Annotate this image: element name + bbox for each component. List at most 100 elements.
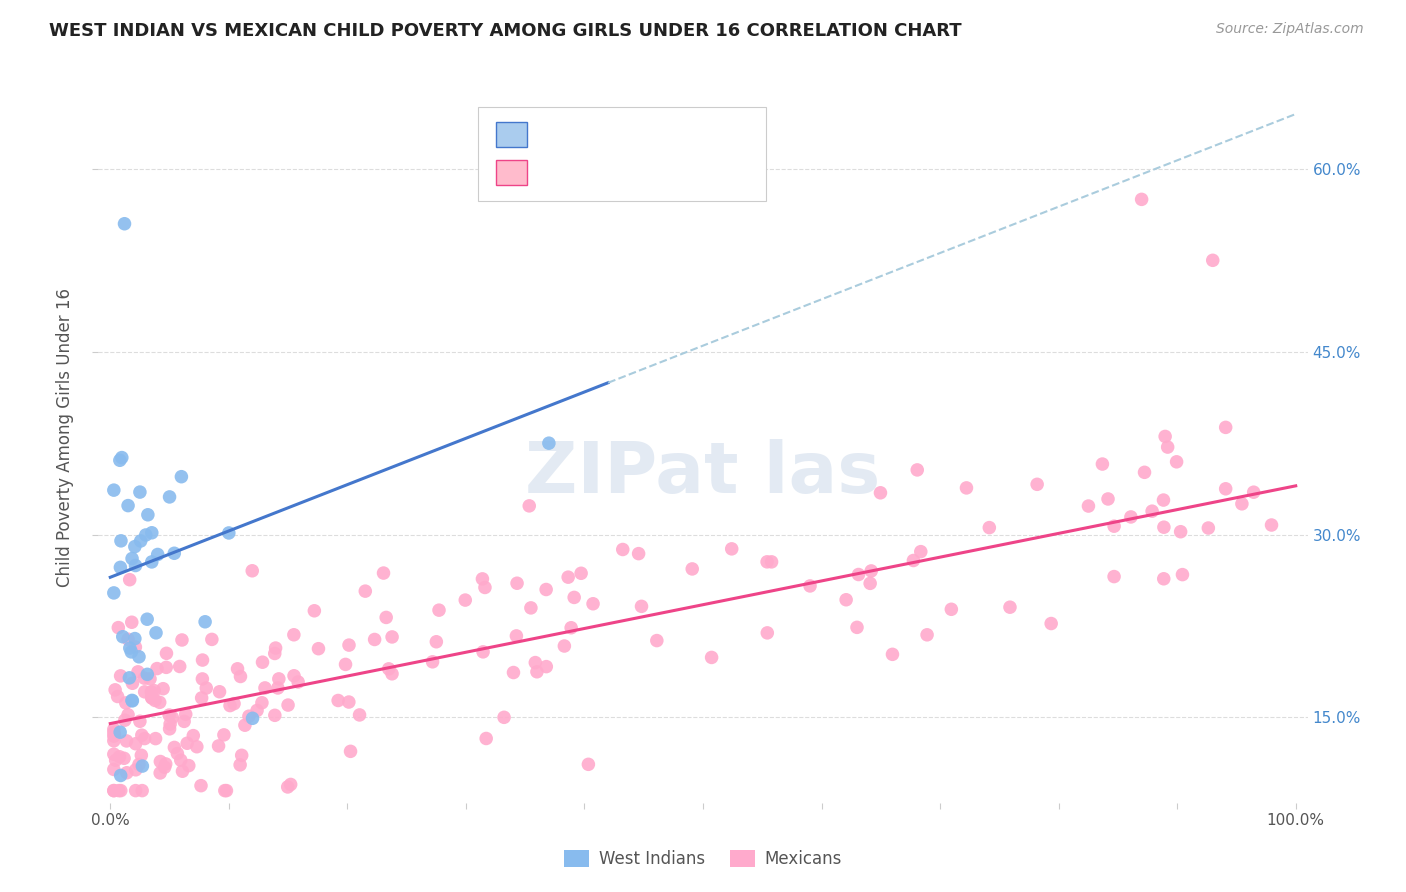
Point xyxy=(756,625,779,640)
Point xyxy=(645,633,668,648)
Point xyxy=(128,757,150,772)
Point xyxy=(207,739,229,753)
Point xyxy=(229,757,252,772)
Point xyxy=(375,610,398,624)
Point xyxy=(103,723,125,737)
Point xyxy=(506,576,529,591)
Point xyxy=(163,546,186,560)
Point xyxy=(208,685,231,699)
Point xyxy=(110,669,132,683)
Point xyxy=(141,690,163,705)
Point xyxy=(117,707,139,722)
Point xyxy=(155,660,177,674)
Point xyxy=(280,777,302,791)
Point xyxy=(118,573,141,587)
Point xyxy=(212,728,235,742)
Point xyxy=(576,757,599,772)
Point xyxy=(111,450,134,465)
Point xyxy=(107,690,129,704)
Text: 0.831: 0.831 xyxy=(569,163,621,181)
Point xyxy=(195,681,218,695)
Point xyxy=(1170,524,1192,539)
Point xyxy=(630,599,652,614)
Point xyxy=(115,765,138,780)
Point xyxy=(242,711,264,725)
Point xyxy=(103,728,125,742)
Point xyxy=(267,672,290,686)
Point xyxy=(720,541,742,556)
Point xyxy=(117,632,139,647)
Point xyxy=(145,731,167,746)
Point xyxy=(170,632,193,647)
Point xyxy=(517,499,540,513)
Point xyxy=(505,629,527,643)
Point xyxy=(155,756,177,771)
Point xyxy=(141,555,163,569)
Point xyxy=(128,649,150,664)
Point xyxy=(941,602,963,616)
Point xyxy=(159,717,181,731)
Point xyxy=(526,665,548,679)
Point xyxy=(979,520,1001,534)
Point xyxy=(1260,518,1282,533)
Point xyxy=(1119,510,1142,524)
Point xyxy=(112,751,135,765)
Point xyxy=(627,547,650,561)
Point xyxy=(214,783,236,797)
Point xyxy=(560,621,582,635)
Legend: West Indians, Mexicans: West Indians, Mexicans xyxy=(557,844,849,875)
Point xyxy=(1171,567,1194,582)
Point xyxy=(108,453,131,467)
Point xyxy=(569,566,592,581)
Point xyxy=(998,600,1021,615)
Point xyxy=(107,621,129,635)
Point xyxy=(354,584,377,599)
Point xyxy=(363,632,385,647)
Point xyxy=(190,690,212,705)
Point xyxy=(146,548,169,562)
Point xyxy=(124,540,146,554)
Point xyxy=(149,766,172,780)
Point xyxy=(114,696,136,710)
Point xyxy=(103,734,125,748)
Point xyxy=(118,671,141,685)
Point xyxy=(117,499,139,513)
Point xyxy=(381,630,404,644)
Point xyxy=(191,653,214,667)
Point xyxy=(218,525,240,540)
Point xyxy=(110,560,132,574)
Point xyxy=(127,665,149,679)
Point xyxy=(104,682,127,697)
Point xyxy=(1166,455,1188,469)
Text: N =: N = xyxy=(634,126,671,144)
Point xyxy=(124,640,146,654)
Point xyxy=(859,576,882,591)
Point xyxy=(502,665,524,680)
Text: WEST INDIAN VS MEXICAN CHILD POVERTY AMONG GIRLS UNDER 16 CORRELATION CHART: WEST INDIAN VS MEXICAN CHILD POVERTY AMO… xyxy=(49,22,962,40)
Point xyxy=(143,693,166,707)
Point xyxy=(114,217,136,231)
Point xyxy=(238,709,260,723)
Point xyxy=(835,592,858,607)
Point xyxy=(339,744,361,758)
Point xyxy=(121,551,143,566)
Point xyxy=(1215,482,1237,496)
Point xyxy=(231,748,253,763)
Point xyxy=(267,681,290,695)
Point xyxy=(110,768,132,782)
Point xyxy=(103,483,125,497)
Point xyxy=(472,645,495,659)
Text: R =: R = xyxy=(537,163,574,181)
Point xyxy=(111,630,134,644)
Point xyxy=(283,669,305,683)
Point xyxy=(121,676,143,690)
Point xyxy=(328,693,350,707)
Point xyxy=(120,645,142,659)
Point xyxy=(520,600,543,615)
Point xyxy=(124,783,146,797)
Point xyxy=(1153,493,1175,508)
Point xyxy=(1156,440,1178,454)
Point xyxy=(700,650,723,665)
Point xyxy=(263,708,285,723)
Point xyxy=(159,490,181,504)
